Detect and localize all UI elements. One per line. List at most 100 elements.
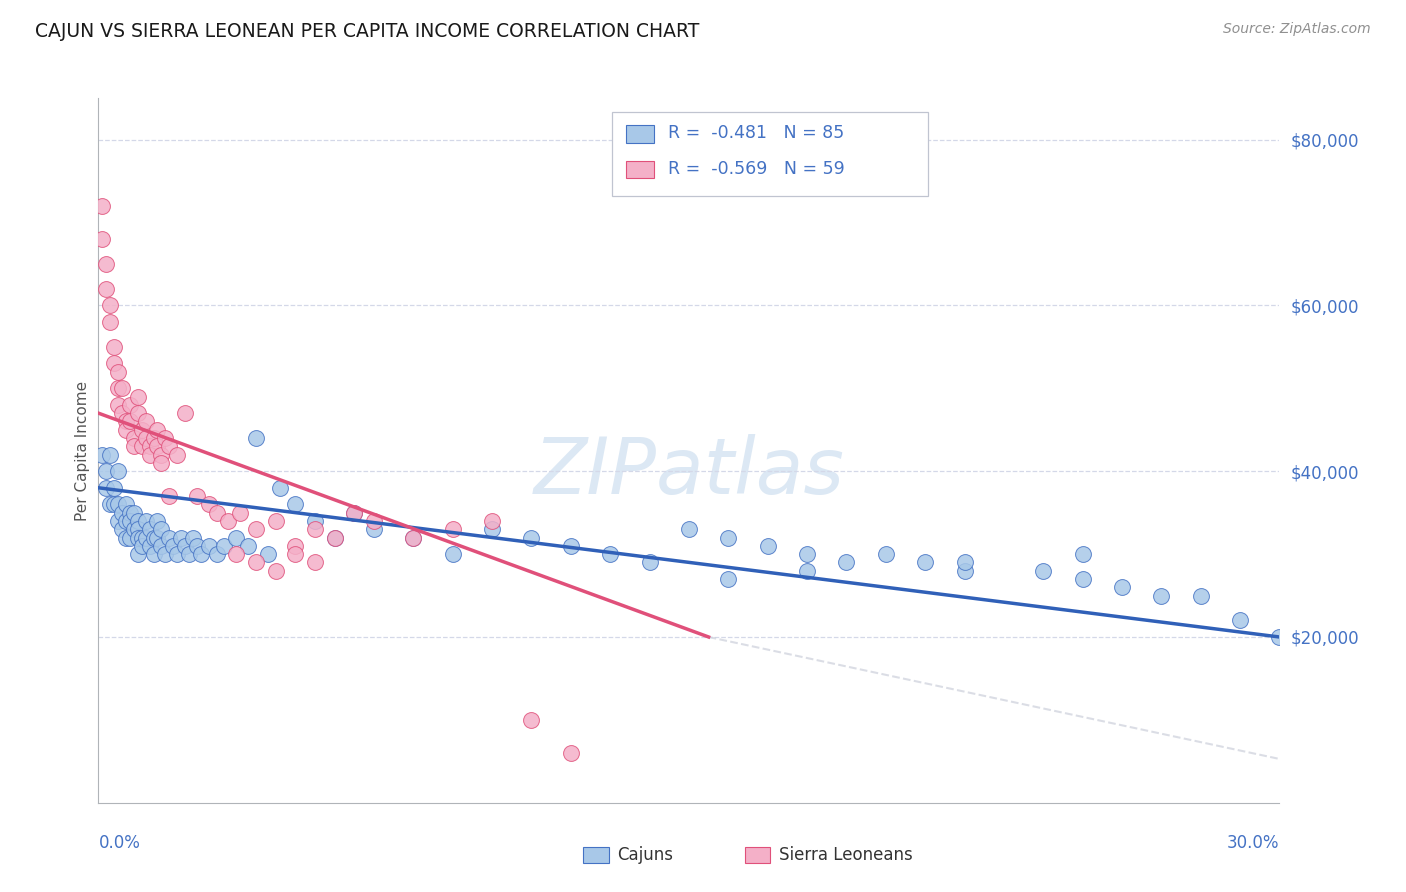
Point [111, 381, 134, 395]
Text: R =  -0.569   N = 59: R = -0.569 N = 59 [668, 160, 845, 178]
Point [402, 531, 425, 545]
Point [103, 497, 125, 511]
Point [118, 398, 141, 412]
Point [481, 514, 503, 528]
Point [138, 522, 160, 536]
Point [186, 489, 208, 503]
Point [343, 506, 366, 520]
Point [953, 564, 976, 578]
Point [174, 406, 197, 420]
Point [107, 381, 129, 395]
Point [217, 514, 239, 528]
Point [520, 713, 543, 727]
Point [107, 514, 129, 528]
Point [107, 497, 129, 511]
Point [155, 547, 177, 561]
Point [91, 448, 114, 462]
Text: Sierra Leoneans: Sierra Leoneans [779, 847, 912, 864]
Point [363, 514, 385, 528]
Point [1268, 630, 1291, 644]
Point [245, 431, 267, 445]
Point [256, 547, 278, 561]
Point [98, 315, 121, 329]
Point [115, 531, 138, 545]
Point [96, 464, 118, 478]
Point [91, 232, 114, 246]
Point [174, 539, 197, 553]
Point [98, 497, 121, 511]
Point [304, 514, 326, 528]
Point [197, 539, 219, 553]
Point [170, 531, 193, 545]
Point [166, 448, 188, 462]
Point [560, 746, 582, 760]
Point [135, 531, 157, 545]
Point [796, 564, 818, 578]
Text: CAJUN VS SIERRA LEONEAN PER CAPITA INCOME CORRELATION CHART: CAJUN VS SIERRA LEONEAN PER CAPITA INCOM… [35, 22, 700, 41]
Point [122, 522, 145, 536]
Text: Source: ZipAtlas.com: Source: ZipAtlas.com [1223, 22, 1371, 37]
Point [166, 547, 188, 561]
Point [135, 414, 157, 428]
Point [122, 506, 145, 520]
Point [118, 414, 141, 428]
Point [1189, 589, 1212, 603]
Point [138, 539, 160, 553]
Point [225, 547, 247, 561]
Point [441, 522, 464, 536]
Point [115, 514, 138, 528]
Point [118, 514, 141, 528]
Point [150, 539, 173, 553]
Point [236, 539, 259, 553]
Point [796, 547, 818, 561]
Point [118, 506, 141, 520]
Point [131, 539, 153, 553]
Point [146, 514, 169, 528]
Point [146, 423, 169, 437]
Point [1071, 547, 1094, 561]
Point [150, 456, 173, 470]
Point [520, 531, 543, 545]
Point [264, 514, 287, 528]
Point [229, 506, 252, 520]
Point [157, 439, 180, 453]
Point [135, 431, 157, 445]
Text: R =  -0.481   N = 85: R = -0.481 N = 85 [668, 124, 844, 142]
Point [284, 539, 307, 553]
Point [245, 555, 267, 569]
Point [142, 431, 165, 445]
Point [135, 514, 157, 528]
Point [1150, 589, 1173, 603]
Point [122, 431, 145, 445]
Point [146, 531, 169, 545]
Point [115, 414, 138, 428]
Point [284, 547, 307, 561]
Point [157, 489, 180, 503]
Point [122, 439, 145, 453]
Point [190, 547, 212, 561]
Point [284, 497, 307, 511]
Point [111, 506, 134, 520]
Point [96, 481, 118, 495]
Text: 0.0%: 0.0% [98, 834, 141, 852]
Point [150, 522, 173, 536]
Point [835, 555, 858, 569]
Text: Cajuns: Cajuns [617, 847, 673, 864]
Point [1229, 614, 1251, 628]
Point [186, 539, 208, 553]
Point [323, 531, 346, 545]
Point [103, 481, 125, 495]
Point [127, 406, 149, 420]
Point [953, 555, 976, 569]
Point [441, 547, 464, 561]
Point [1032, 564, 1054, 578]
Point [103, 340, 125, 354]
Point [756, 539, 779, 553]
Point [115, 497, 138, 511]
Point [98, 298, 121, 312]
Y-axis label: Per Capita Income: Per Capita Income [75, 380, 90, 521]
Point [127, 390, 149, 404]
Point [138, 439, 160, 453]
Point [103, 356, 125, 370]
Point [323, 531, 346, 545]
